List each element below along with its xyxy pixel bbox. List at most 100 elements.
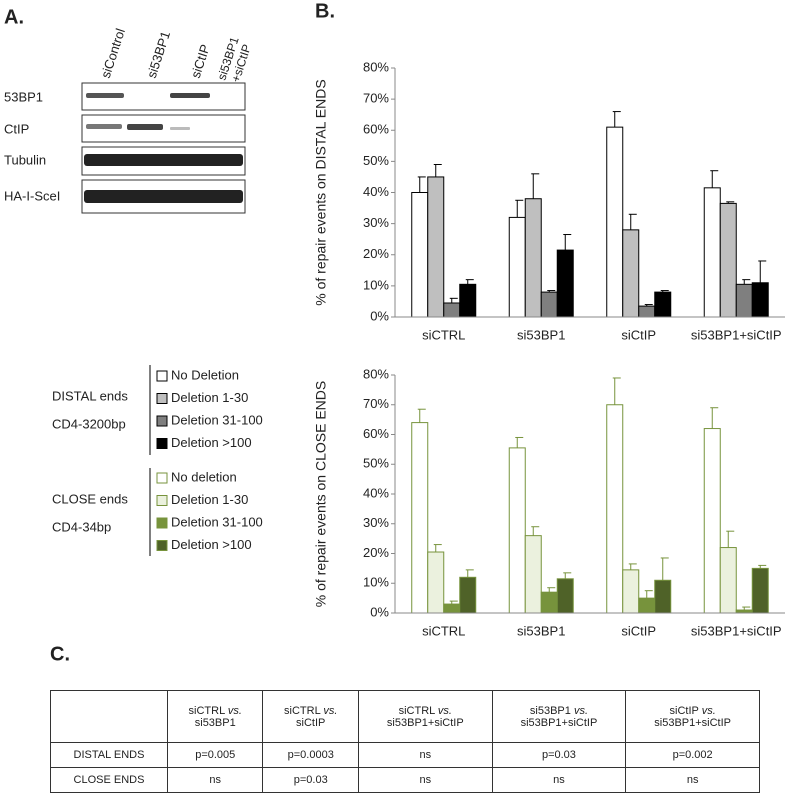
bar — [411, 192, 429, 318]
bar — [556, 249, 574, 318]
legend-swatch — [156, 495, 168, 506]
header-cell: siCtIP vs. si53BP1+siCtIP — [625, 690, 760, 743]
table-cell: ns — [357, 767, 493, 793]
blot-column: siCtIP — [188, 42, 213, 80]
bar — [606, 126, 624, 318]
blot-column: si53BP1 — [144, 29, 173, 80]
legend-swatch — [156, 517, 168, 529]
bar — [524, 198, 542, 318]
bar — [622, 229, 640, 318]
legend-swatch — [156, 370, 168, 382]
bar — [556, 578, 574, 614]
y-tick-label: 70% — [363, 396, 389, 411]
stats-table: siCTRL vs. si53BP1 siCTRL vs. siCtIP siCTRL … — [50, 690, 760, 793]
x-tick-label: siCTRL — [422, 327, 465, 342]
y-tick-label: 50% — [363, 153, 389, 168]
bar — [443, 302, 461, 318]
table-cell: ns — [491, 767, 627, 793]
legend-label: Deletion 1-30 — [171, 492, 248, 507]
legend-swatch — [156, 540, 168, 551]
header-right: si53BP1 — [194, 716, 236, 729]
legend-swatch — [156, 415, 168, 427]
header-vs: vs. — [573, 704, 588, 717]
y-tick-label: 50% — [363, 456, 389, 471]
y-tick-label: 10% — [363, 575, 389, 590]
panel-label: A. — [4, 6, 24, 28]
table-cell: p=0.002 — [625, 742, 760, 768]
header-cell: siCTRL vs. si53BP1 — [166, 690, 264, 743]
header-right: si53BP1+siCtIP — [520, 716, 598, 729]
header-right: si53BP1+siCtIP — [654, 716, 731, 729]
table-cell: p=0.03 — [491, 742, 627, 768]
legend-group-subtitle: CD4-3200bp — [52, 416, 126, 431]
blot-row: HA-I-SceI — [4, 188, 60, 203]
y-tick-label: 10% — [363, 277, 389, 292]
bar — [703, 428, 721, 614]
bar — [606, 404, 624, 614]
y-tick-label: 80% — [363, 366, 389, 381]
x-tick-label: siCtIP — [621, 327, 656, 342]
bar — [638, 597, 656, 614]
panel-label: B. — [315, 0, 335, 22]
legend-label: No deletion — [171, 469, 237, 484]
legend-group-subtitle: CD4-34bp — [52, 519, 111, 534]
x-tick-label: si53BP1+siCtIP — [691, 623, 782, 638]
legend-group-title: CLOSE ends — [52, 491, 128, 506]
bar — [654, 291, 672, 318]
header-left: si53BP1 — [529, 704, 571, 717]
header-vs: vs. — [323, 704, 338, 717]
bar — [719, 547, 737, 614]
legend-swatch — [156, 438, 168, 449]
legend-label: No Deletion — [171, 367, 239, 382]
bar — [654, 579, 672, 614]
blot-bands — [84, 93, 243, 203]
header-cell: siCTRL vs. siCtIP — [262, 690, 359, 743]
bar — [427, 176, 445, 318]
y-tick-label: 30% — [363, 515, 389, 530]
bar — [508, 447, 526, 614]
header-left: siCTRL — [398, 704, 435, 717]
header-cell: siCTRL vs. si53BP1+siCtIP — [357, 690, 493, 743]
y-tick-label: 60% — [363, 122, 389, 137]
bar — [751, 282, 769, 318]
x-tick-label: si53BP1 — [517, 327, 565, 342]
header-cell: si53BP1 vs. si53BP1+siCtIP — [491, 690, 627, 743]
bar — [524, 535, 542, 614]
bar — [427, 551, 445, 614]
legend-label: Deletion >100 — [171, 537, 252, 552]
bar — [411, 422, 429, 614]
x-tick-label: si53BP1+siCtIP — [691, 327, 782, 342]
y-tick-label: 0% — [370, 308, 389, 323]
blot-row: CtIP — [4, 121, 29, 136]
table-cell: ns — [166, 767, 264, 793]
table-cell: DISTAL ENDS — [50, 742, 168, 768]
header-vs: vs. — [227, 704, 242, 717]
y-tick-label: 70% — [363, 91, 389, 106]
bar — [751, 567, 769, 614]
legend-label: Deletion 1-30 — [171, 390, 248, 405]
bar — [459, 576, 477, 614]
y-tick-label: 20% — [363, 545, 389, 560]
legend-label: Deletion >100 — [171, 435, 252, 450]
header-left: siCTRL — [188, 704, 225, 717]
table-cell: ns — [625, 767, 760, 793]
table-header: siCTRL vs. si53BP1 siCTRL vs. siCtIP siCTRL … — [50, 690, 760, 743]
y-tick-label: 40% — [363, 184, 389, 199]
header-vs: vs. — [701, 704, 716, 717]
x-tick-label: si53BP1 — [517, 623, 565, 638]
table-cell: p=0.005 — [166, 742, 264, 768]
bar — [540, 291, 558, 318]
legend-label: Deletion 31-100 — [171, 514, 263, 529]
bar — [703, 187, 721, 318]
bar — [443, 603, 461, 614]
y-tick-label: 40% — [363, 485, 389, 500]
y-axis-title: % of repair events on DISTAL ENDS — [313, 79, 329, 305]
y-tick-label: 60% — [363, 426, 389, 441]
y-tick-label: 0% — [370, 604, 389, 619]
table-cell: p=0.03 — [262, 767, 359, 793]
legend-swatch — [156, 472, 168, 484]
table-cell: CLOSE ENDS — [50, 767, 168, 793]
y-tick-label: 30% — [363, 215, 389, 230]
x-tick-label: siCtIP — [621, 623, 656, 638]
